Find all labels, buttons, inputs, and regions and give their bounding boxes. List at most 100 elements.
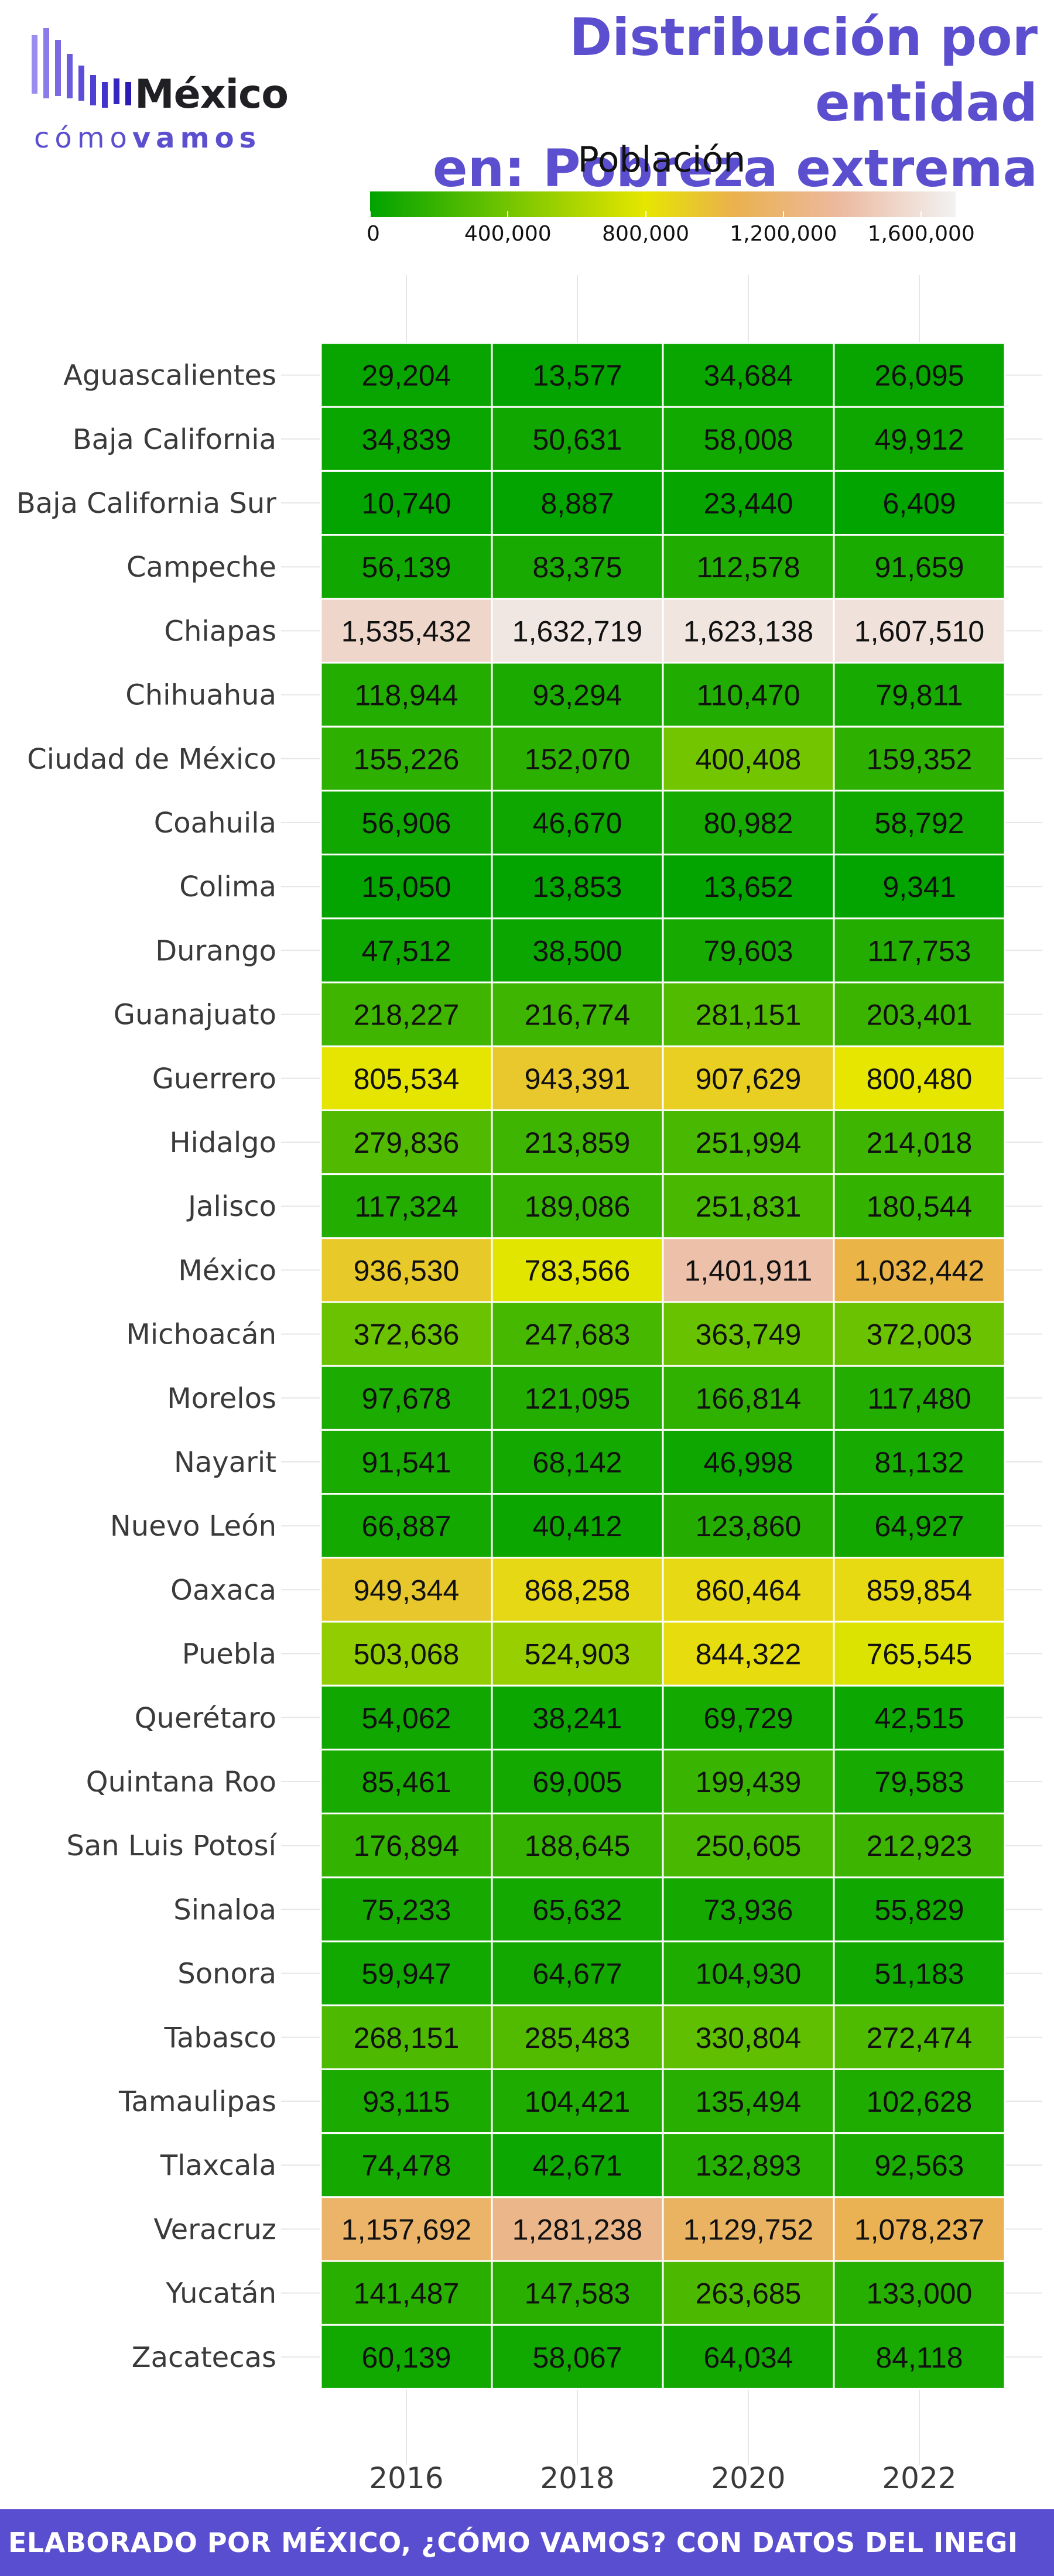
heatmap-cell (833, 534, 1006, 600)
row-label: Quintana Roo (86, 1766, 276, 1799)
cell-value-label: 250,605 (696, 1830, 802, 1862)
brand-logo: México cómovamos (29, 23, 310, 155)
heatmap-cell (833, 1621, 1006, 1687)
heatmap-cell (833, 1365, 1006, 1431)
cell-value-label: 1,632,719 (512, 615, 642, 648)
legend-tick-label: 1,600,000 (867, 222, 975, 246)
legend-tick-label: 0 (367, 222, 380, 246)
cell-value-label: 38,241 (533, 1702, 622, 1735)
heatmap-cell (320, 1237, 493, 1303)
brand-word: México (135, 71, 289, 118)
heatmap-cell (320, 1684, 493, 1751)
row-label: Sonora (177, 1958, 276, 1991)
heatmap-cell (320, 2324, 493, 2390)
heatmap-cell (320, 2196, 493, 2262)
heatmap-cell (662, 1557, 835, 1623)
cell-value-label: 176,894 (354, 1830, 460, 1862)
heatmap-cell (320, 406, 493, 472)
cell-value-label: 279,836 (354, 1126, 460, 1159)
cell-value-label: 13,652 (704, 871, 793, 903)
row-label: Tlaxcala (160, 2149, 276, 2182)
cell-value-label: 84,118 (875, 2341, 963, 2374)
row-label: Durango (155, 934, 276, 967)
cell-value-label: 860,464 (696, 1574, 802, 1606)
row-label: Ciudad de México (27, 743, 276, 776)
cell-value-label: 1,401,911 (685, 1254, 813, 1287)
cell-value-label: 159,352 (867, 743, 973, 776)
cell-value-label: 79,811 (875, 679, 963, 712)
cell-value-label: 268,151 (354, 2022, 460, 2054)
cell-value-label: 943,391 (525, 1063, 631, 1095)
heatmap-cell (833, 598, 1006, 664)
cell-value-label: 907,629 (696, 1063, 802, 1095)
cell-value-label: 218,227 (354, 999, 460, 1032)
heatmap-cell (320, 1876, 493, 1943)
heatmap-cell (491, 342, 664, 408)
heatmap-cell (320, 1045, 493, 1111)
cell-value-label: 133,000 (867, 2277, 973, 2310)
cell-value-label: 1,078,237 (854, 2213, 984, 2246)
cell-value-label: 47,512 (362, 934, 451, 967)
cell-value-label: 26,095 (875, 359, 964, 392)
cell-value-label: 97,678 (362, 1382, 451, 1415)
cell-value-label: 64,677 (533, 1958, 622, 1991)
heatmap-cell (320, 1365, 493, 1431)
heatmap-cell (662, 1237, 835, 1303)
heatmap-cell (320, 789, 493, 856)
cell-value-label: 51,183 (875, 1958, 964, 1991)
heatmap-cell (833, 1109, 1006, 1176)
cell-value-label: 75,233 (362, 1893, 451, 1926)
chart-title-line-2: en: Pobreza extrema (432, 138, 1038, 198)
cell-value-label: 503,068 (354, 1638, 460, 1671)
legend-tick-mark (645, 211, 646, 217)
cell-value-label: 8,887 (540, 487, 614, 520)
heatmap-cell (662, 1493, 835, 1559)
cell-value-label: 363,749 (696, 1318, 802, 1351)
heatmap-cell (833, 2196, 1006, 2262)
heatmap-cell (662, 1429, 835, 1495)
heatmap-cell (491, 2004, 664, 2070)
heatmap-cell (491, 1109, 664, 1176)
cell-value-label: 121,095 (525, 1382, 631, 1415)
row-label: Michoacán (126, 1318, 276, 1351)
heatmap-cell (320, 917, 493, 984)
heatmap-cell (320, 1429, 493, 1495)
row-label: Morelos (167, 1382, 276, 1415)
chart-title: Distribución por entidad en: Pobreza ext… (335, 5, 1038, 201)
heatmap-cell (833, 470, 1006, 536)
row-label: Zacatecas (132, 2341, 276, 2374)
cell-value-label: 55,829 (875, 1893, 964, 1926)
cell-value-label: 80,982 (704, 807, 793, 840)
cell-value-label: 263,685 (696, 2277, 802, 2310)
cell-value-label: 54,062 (362, 1702, 451, 1735)
heatmap-cell (833, 981, 1006, 1047)
row-label: Yucatán (165, 2277, 276, 2310)
heatmap-cell (833, 1237, 1006, 1303)
heatmap-cell (662, 2004, 835, 2070)
heatmap-cell (662, 2324, 835, 2390)
cell-value-label: 104,421 (525, 2085, 631, 2118)
heatmap-cell (833, 1876, 1006, 1943)
heatmap-cell (833, 917, 1006, 984)
cell-value-label: 118,944 (354, 679, 458, 712)
legend-tick-label: 400,000 (464, 222, 552, 246)
cell-value-label: 73,936 (704, 1893, 793, 1926)
heatmap-cell (833, 406, 1006, 472)
heatmap-cell (320, 2068, 493, 2135)
brand-subtitle: cómovamos (34, 122, 261, 155)
cell-value-label: 868,258 (525, 1574, 631, 1606)
cell-value-label: 93,294 (533, 679, 622, 712)
heatmap-cell (320, 1173, 493, 1239)
cell-value-label: 60,139 (362, 2341, 451, 2374)
heatmap-cell (833, 2132, 1006, 2198)
cell-value-label: 46,670 (533, 807, 622, 840)
heatmap-cell (491, 1301, 664, 1367)
cell-value-label: 58,008 (704, 423, 793, 456)
cell-value-label: 38,500 (533, 934, 622, 967)
heatmap-cell (491, 1429, 664, 1495)
row-label: Querétaro (135, 1702, 276, 1735)
heatmap-cell (833, 2324, 1006, 2390)
cell-value-label: 272,474 (867, 2022, 973, 2054)
cell-value-label: 117,324 (354, 1190, 458, 1223)
heatmap-cell (833, 2260, 1006, 2326)
